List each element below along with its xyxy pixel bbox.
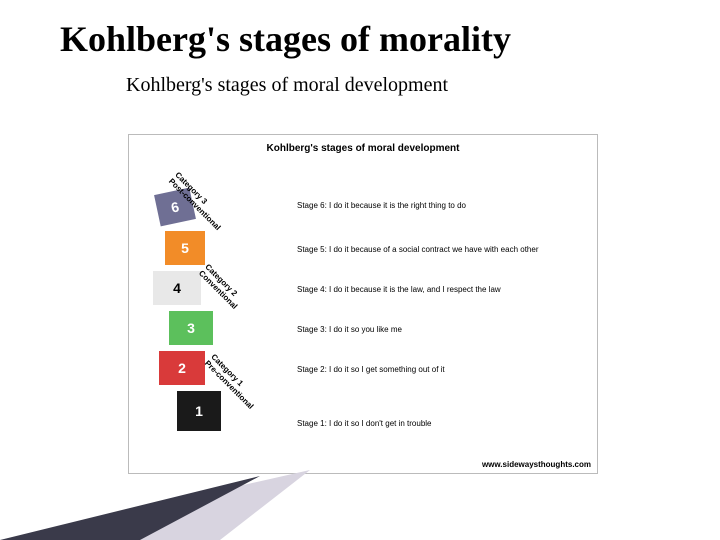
stage-block-3: 3 [169, 311, 213, 345]
stage-description-6: Stage 6: I do it because it is the right… [297, 201, 466, 210]
stage-block-5: 5 [165, 231, 205, 265]
sub-title: Kohlberg's stages of moral development [0, 60, 720, 97]
stage-description-4: Stage 4: I do it because it is the law, … [297, 285, 501, 294]
stage-block-1: 1 [177, 391, 221, 431]
stage-description-3: Stage 3: I do it so you like me [297, 325, 402, 334]
stage-description-5: Stage 5: I do it because of a social con… [297, 245, 538, 254]
page-title: Kohlberg's stages of morality [0, 0, 720, 60]
stage-description-2: Stage 2: I do it so I get something out … [297, 365, 445, 374]
decorative-swoosh [0, 470, 310, 540]
figure-title: Kohlberg's stages of moral development [129, 143, 597, 154]
stage-block-2: 2 [159, 351, 205, 385]
stage-description-1: Stage 1: I do it so I don't get in troub… [297, 419, 432, 428]
stage-block-4: 4 [153, 271, 201, 305]
attribution-text: www.sidewaysthoughts.com [482, 460, 591, 469]
figure-container: Kohlberg's stages of moral development 6… [128, 134, 598, 474]
category-label-2: Category 2Conventional [197, 263, 245, 311]
